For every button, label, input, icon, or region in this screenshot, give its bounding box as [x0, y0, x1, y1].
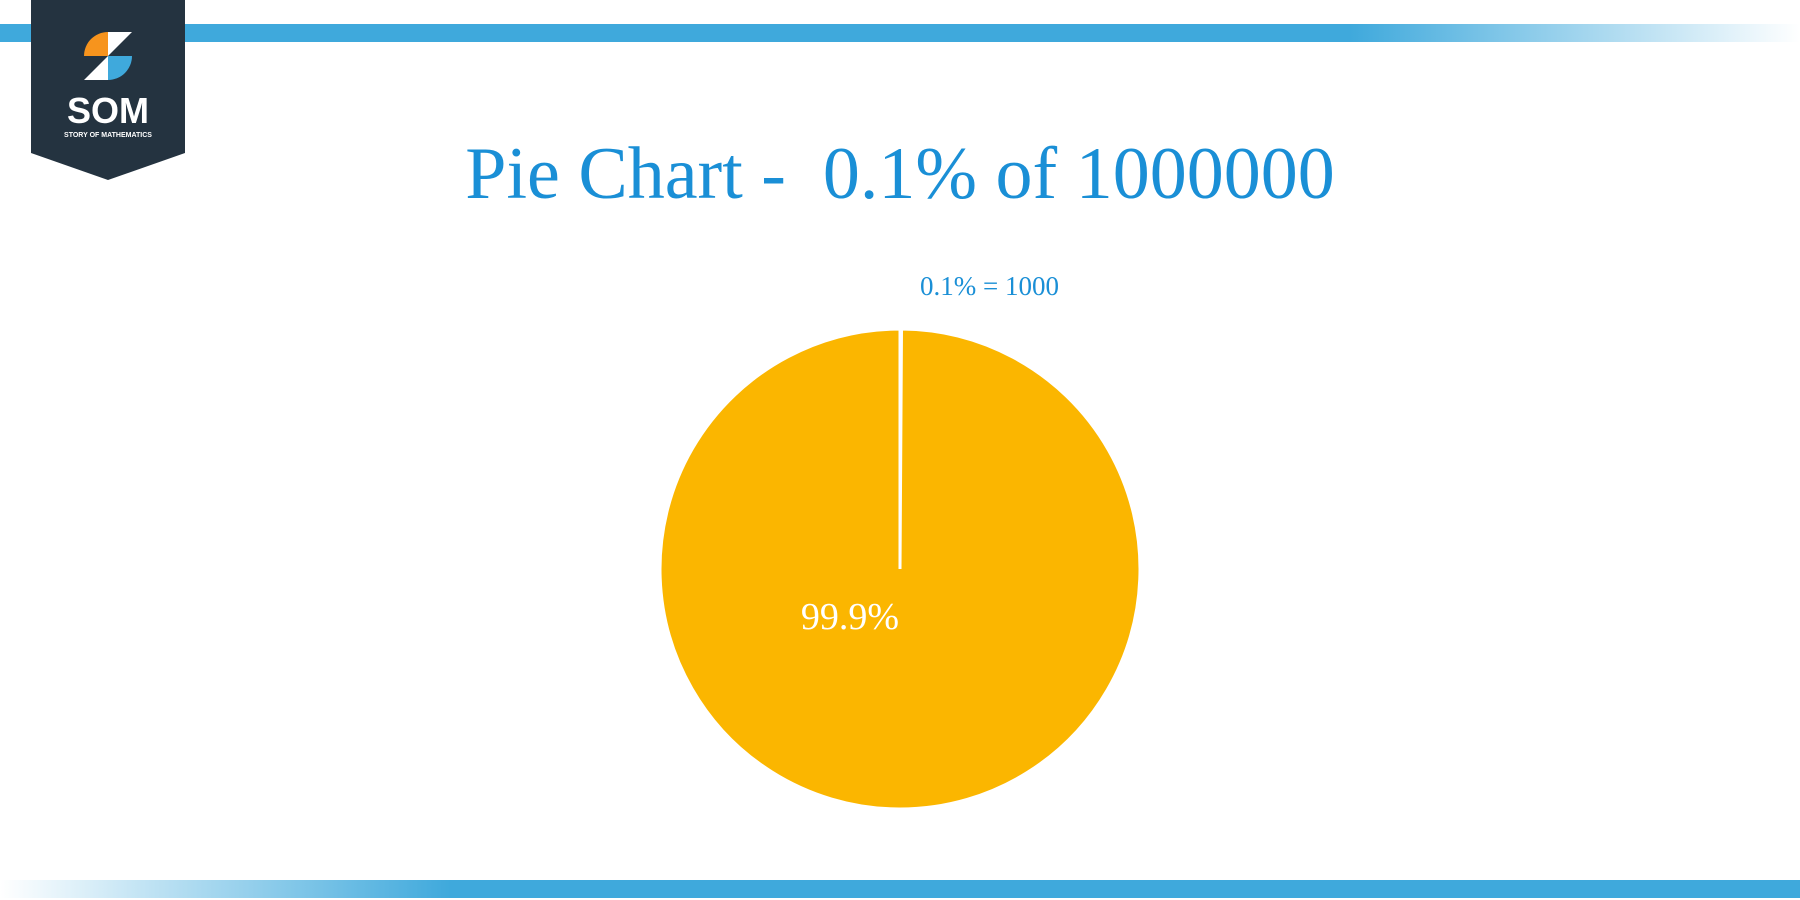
- chart-title: Pie Chart - 0.1% of 1000000: [465, 133, 1334, 215]
- logo-shape: [108, 56, 132, 80]
- logo-name: SOM: [67, 90, 149, 131]
- logo-tagline: STORY OF MATHEMATICS: [64, 132, 152, 139]
- logo-shape: [108, 32, 132, 56]
- pie-slice: [658, 327, 1142, 811]
- bottom-bar: [0, 880, 1800, 898]
- logo: SOM STORY OF MATHEMATICS: [31, 0, 185, 180]
- logo-badge: [31, 0, 185, 180]
- top-bar: [0, 24, 1800, 42]
- data-label: 0.1% = 1000: [920, 271, 1059, 301]
- logo-shape: [84, 56, 108, 80]
- logo-shape: [84, 32, 108, 56]
- data-label: 99.9%: [801, 596, 899, 638]
